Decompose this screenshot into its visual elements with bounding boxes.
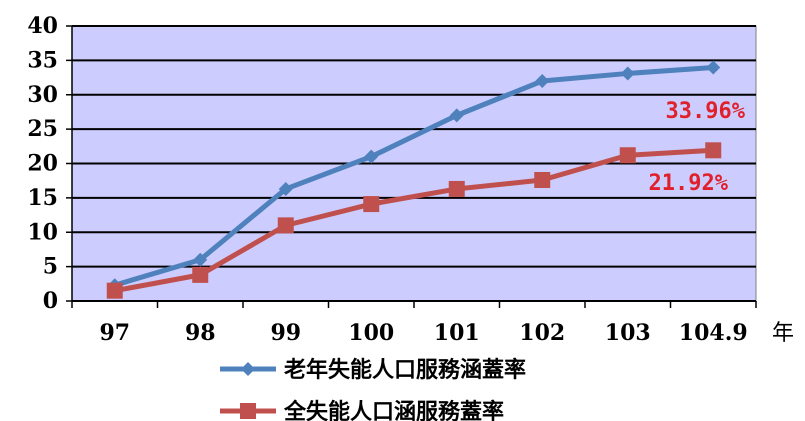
y-tick-label: 25 [27, 116, 58, 142]
legend-item: 老年失能人口服務涵蓋率 [220, 357, 526, 383]
x-axis-unit: 年 [772, 321, 794, 346]
end-value-label: 21.92% [649, 171, 729, 196]
legend-item: 全失能人口涵服務蓋率 [220, 399, 504, 421]
x-tick-label: 104.9 [679, 320, 748, 346]
y-tick-label: 5 [43, 254, 58, 280]
series-line [114, 65, 714, 288]
data-point-diamond [620, 66, 635, 81]
y-tick-label: 15 [27, 185, 58, 211]
data-labels: 33.96% 21.92% [649, 99, 746, 196]
data-point-diamond [364, 149, 379, 164]
x-axis-ticks: 97 98 99 100 101 102 103 104.9 [71, 301, 757, 346]
data-point-diamond [449, 108, 464, 123]
data-point-square [240, 403, 256, 419]
data-point-square [534, 172, 551, 188]
data-point-diamond [706, 60, 721, 75]
data-point-square [277, 217, 294, 234]
series-1 [107, 60, 721, 293]
y-tick-label: 40 [27, 13, 58, 39]
y-tick-label: 10 [27, 219, 58, 245]
x-tick-label: 97 [99, 320, 130, 346]
data-point-diamond [535, 74, 550, 88]
x-tick-label: 99 [270, 320, 301, 346]
x-tick-label: 98 [185, 320, 216, 346]
y-tick-label: 30 [27, 82, 58, 108]
x-tick-label: 102 [519, 320, 565, 346]
x-tick-label: 101 [434, 320, 480, 346]
data-point-square [705, 142, 722, 159]
data-point-square [192, 266, 209, 283]
y-tick-label: 0 [43, 288, 58, 314]
data-point-square [363, 196, 380, 213]
data-point-diamond [278, 181, 293, 196]
data-point-diamond [193, 252, 208, 267]
series-line [114, 147, 714, 294]
data-point-diamond [241, 362, 255, 376]
end-value-label: 33.96% [666, 99, 746, 124]
y-axis-ticks: 0 5 10 15 20 25 30 35 40 [27, 13, 72, 314]
y-tick-label: 20 [27, 151, 58, 177]
legend-label: 老年失能人口服務涵蓋率 [283, 357, 526, 383]
legend-label: 全失能人口涵服務蓋率 [283, 399, 504, 421]
data-point-square [619, 147, 636, 164]
data-point-square [448, 180, 465, 197]
series-group [106, 60, 722, 299]
x-tick-label: 103 [605, 320, 651, 346]
series-2 [106, 142, 722, 299]
data-point-square [106, 282, 123, 299]
x-tick-label: 100 [348, 320, 394, 346]
y-tick-label: 35 [27, 47, 58, 73]
